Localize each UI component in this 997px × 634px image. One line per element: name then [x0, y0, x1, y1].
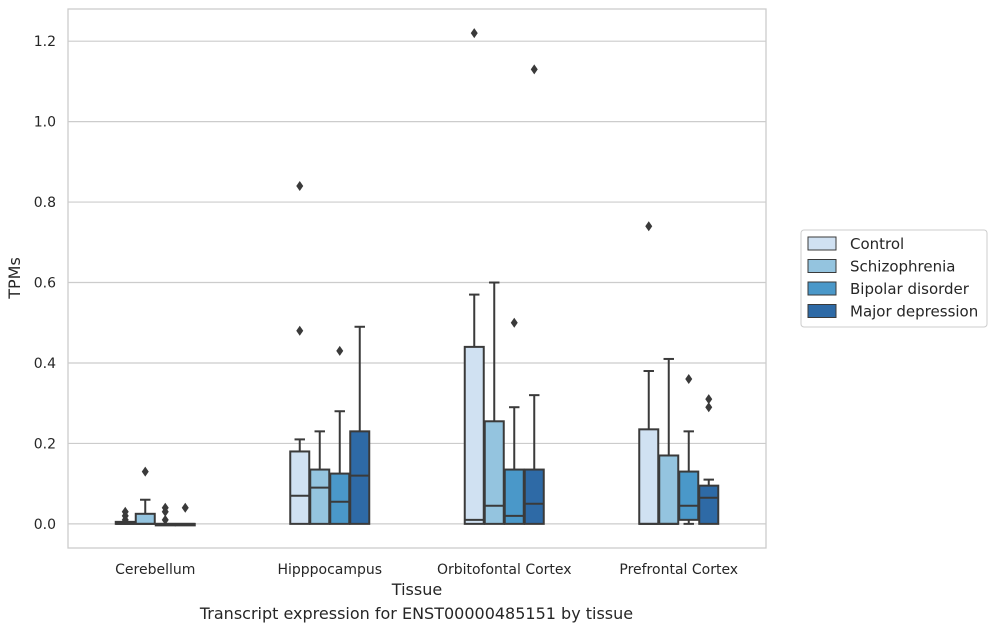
legend-label: Schizophrenia	[850, 258, 955, 276]
outlier-point	[470, 28, 478, 39]
box	[483, 281, 505, 525]
figure-caption: Transcript expression for ENST0000048515…	[199, 604, 634, 623]
box-iqr	[463, 345, 485, 525]
x-axis-label: Tissue	[391, 580, 442, 599]
box	[463, 28, 485, 525]
legend: Control Schizophrenia Bipolar disorder Majo…	[800, 229, 988, 328]
box-iqr	[309, 468, 331, 525]
legend-frame	[800, 229, 988, 328]
outlier-point	[141, 466, 149, 477]
series-control	[114, 28, 660, 525]
outlier-point	[161, 502, 169, 513]
outlier-point	[685, 374, 693, 385]
box	[349, 325, 371, 525]
outlier-point	[705, 402, 713, 413]
box-iqr	[349, 430, 371, 525]
box	[523, 64, 545, 525]
series-major-depression	[174, 64, 720, 527]
box-series	[114, 28, 720, 527]
y-tick-label: 0.2	[34, 436, 56, 452]
y-tick-label: 0.6	[34, 276, 56, 292]
series-bipolar-disorder	[154, 317, 700, 527]
legend-label: Bipolar disorder	[850, 280, 970, 298]
box	[678, 374, 700, 525]
outlier-point	[161, 514, 169, 525]
box	[174, 502, 196, 527]
y-tick-label: 1.0	[34, 115, 56, 131]
outlier-point	[336, 345, 344, 356]
box-iqr	[523, 468, 545, 525]
legend-swatch	[807, 259, 837, 273]
y-tick-label: 0.4	[34, 356, 56, 372]
y-axis-label: TPMs	[5, 257, 24, 300]
y-tick-label: 1.2	[34, 34, 56, 50]
outlier-point	[181, 502, 189, 513]
x-tick-label: Hipppocampus	[277, 562, 382, 578]
legend-label: Control	[850, 235, 904, 253]
x-axis-ticks: Cerebellum Hipppocampus Orbitofontal Corte…	[115, 562, 738, 578]
box-iqr	[329, 472, 351, 525]
legend-swatch	[807, 281, 837, 296]
series-schizophrenia	[134, 281, 680, 525]
box	[289, 180, 311, 525]
box	[114, 506, 136, 525]
box-iqr	[134, 512, 156, 525]
box	[698, 394, 720, 525]
outlier-point	[510, 317, 518, 328]
outlier-point	[296, 180, 304, 191]
legend-items: Control Schizophrenia Bipolar disorder Majo…	[807, 235, 978, 321]
box	[134, 466, 156, 525]
legend-swatch	[807, 236, 837, 251]
box-iqr	[483, 420, 505, 525]
outlier-point	[296, 325, 304, 336]
box-iqr	[658, 454, 680, 525]
box-iqr	[289, 450, 311, 525]
x-tick-label: Orbitofontal Cortex	[437, 562, 572, 578]
outlier-point	[530, 64, 538, 75]
box-iqr	[678, 470, 700, 521]
box-iqr	[698, 484, 720, 525]
y-axis-ticks: 0.0 0.2 0.4 0.6 0.8 1.0 1.2	[34, 34, 56, 533]
outlier-point	[121, 506, 129, 517]
box-iqr	[638, 428, 660, 525]
outlier-point	[645, 221, 653, 232]
legend-label: Major depression	[850, 303, 978, 321]
y-tick-label: 0.8	[34, 195, 56, 211]
box	[503, 317, 525, 525]
legend-swatch	[807, 304, 837, 318]
x-tick-label: Cerebellum	[115, 562, 195, 578]
outlier-point	[705, 394, 713, 405]
y-tick-label: 0.0	[34, 517, 56, 533]
x-tick-label: Prefrontal Cortex	[619, 562, 738, 578]
